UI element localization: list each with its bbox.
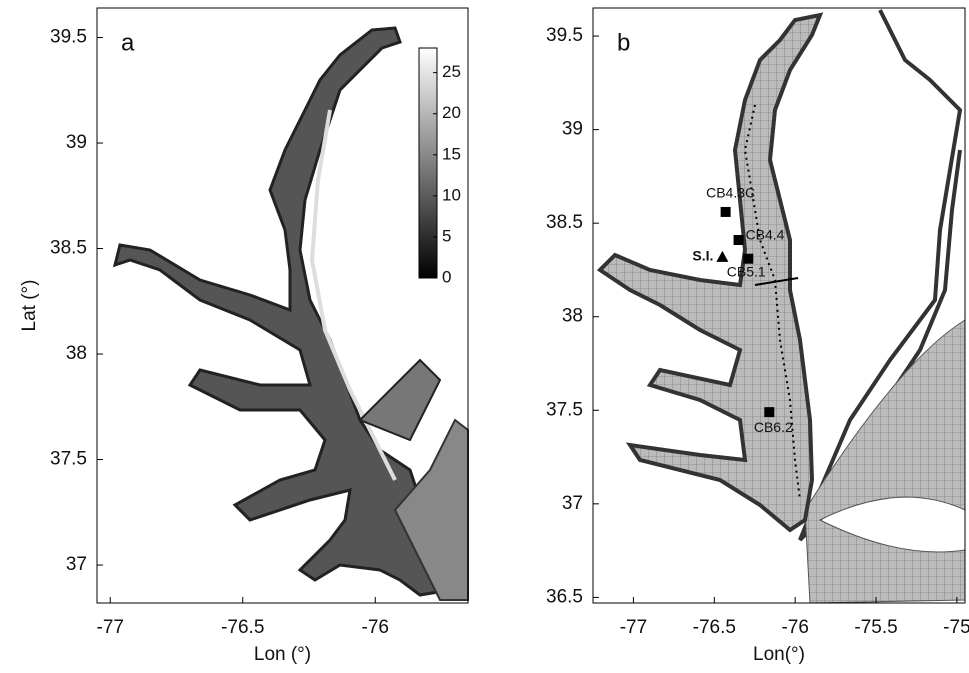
station-marker [743, 253, 754, 264]
y-tick-label: 38 [562, 306, 583, 327]
x-tick-label: -76 [781, 617, 808, 638]
axes-box [592, 7, 966, 604]
panel-label: a [121, 29, 135, 56]
model-grid-map [596, 9, 966, 604]
colorbar-tick-label: 20 [442, 103, 461, 122]
station-label: S.I. [692, 248, 713, 264]
station-marker [720, 206, 731, 217]
colorbar-tick-label: 15 [442, 144, 461, 163]
colorbar-tick-label: 5 [442, 226, 451, 245]
bathymetry-map [112, 26, 469, 601]
x-tick-label: -76.5 [693, 617, 736, 638]
station-marker [716, 250, 729, 262]
axes-box [96, 7, 469, 604]
y-tick-label: 38 [66, 343, 87, 364]
y-tick-label: 36.5 [546, 586, 583, 607]
x-tick-label: -77 [97, 617, 124, 638]
colorbar [418, 47, 438, 279]
colorbar-tick-label: 10 [442, 185, 461, 204]
y-tick-label: 39 [66, 132, 87, 153]
station-marker [764, 407, 775, 418]
y-tick-label: 37.5 [50, 449, 87, 470]
y-tick-label: 37.5 [546, 399, 583, 420]
station-marker [733, 235, 744, 246]
colorbar-tick-label: 25 [442, 62, 461, 81]
y-tick-label: 39.5 [546, 25, 583, 46]
x-axis-label: Lon (°) [254, 644, 311, 665]
y-tick-label: 39 [562, 119, 583, 140]
station-label: CB4.3C [706, 185, 755, 201]
x-axis-label: Lon(°) [753, 644, 805, 665]
station-label: CB6.2 [754, 419, 793, 435]
y-tick-label: 37 [66, 554, 87, 575]
station-label: CB4.4 [746, 227, 785, 243]
y-tick-label: 38.5 [50, 238, 87, 259]
y-axis-label: Lat (°) [19, 280, 40, 332]
y-tick-label: 38.5 [546, 212, 583, 233]
panel-label: b [617, 29, 630, 56]
axes-layer: -77 -76.5 -76 37 37.5 38 38.5 39 39.5 a Lon (°) Lat… [19, 7, 969, 665]
x-tick-label: -76 [362, 617, 389, 638]
y-tick-label: 39.5 [50, 27, 87, 48]
x-tick-label: -75.5 [854, 617, 897, 638]
colorbar-tick-label: 0 [442, 267, 451, 286]
x-tick-label: -77 [620, 617, 647, 638]
x-tick-label: -76.5 [221, 617, 264, 638]
station-label: CB5.1 [727, 263, 766, 279]
y-tick-label: 37 [562, 493, 583, 514]
x-tick-label: -75 [943, 617, 969, 638]
